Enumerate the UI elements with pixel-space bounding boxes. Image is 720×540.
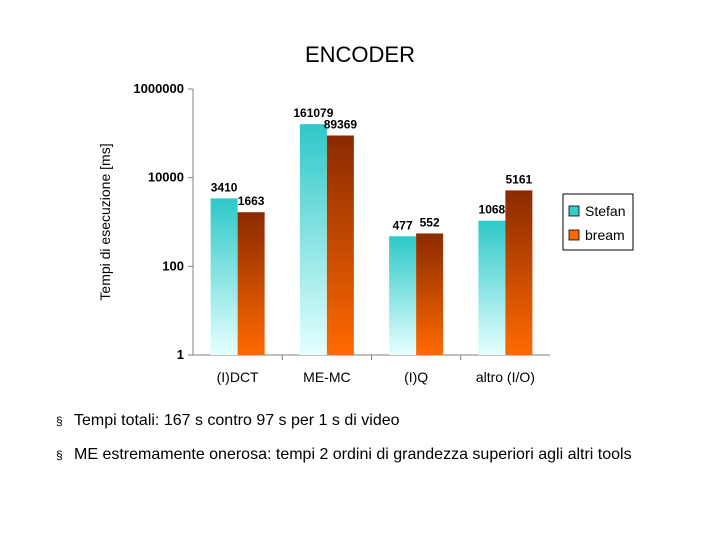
y-tick-label: 1000000: [133, 81, 184, 96]
x-tick-label: altro (I/O): [476, 369, 535, 385]
bar-stefan: [478, 220, 506, 355]
bar-bream: [326, 135, 354, 355]
legend-box: [562, 193, 634, 251]
bar-stefan: [299, 124, 327, 356]
bar-bream: [237, 212, 265, 355]
bullet-item: § ME estremamente onerosa: tempi 2 ordin…: [56, 444, 676, 466]
axes: 1 100 10000 1000000 Tempi di esecuzione [ms]…: [97, 81, 550, 385]
data-label: 552: [420, 215, 440, 229]
bar-bream: [505, 190, 533, 355]
legend-swatch-bream: [568, 229, 580, 241]
bullet-marker: §: [56, 448, 63, 462]
bar-stefan: [210, 198, 238, 355]
data-label: 1068: [479, 203, 506, 217]
x-tick-label: (I)DCT: [217, 369, 259, 385]
data-label: 1663: [238, 194, 265, 208]
y-axis-label: Tempi di esecuzione [ms]: [97, 143, 113, 300]
bullet-item: § Tempi totali: 167 s contro 97 s per 1 …: [56, 410, 676, 432]
legend-label: Stefan: [585, 203, 625, 219]
data-label: 3410: [211, 180, 238, 194]
x-tick-label: (I)Q: [404, 369, 428, 385]
data-label: 89369: [324, 117, 358, 131]
x-tick-label: ME-MC: [303, 369, 350, 385]
data-label: 477: [393, 218, 413, 232]
legend: Stefan bream: [562, 193, 634, 251]
bullet-marker: §: [56, 414, 63, 428]
bar-bream: [416, 233, 444, 355]
y-tick-label: 10000: [148, 170, 184, 185]
legend-label: bream: [585, 227, 625, 243]
bullet-text: ME estremamente onerosa: tempi 2 ordini …: [74, 446, 632, 463]
slide-title: ENCODER: [304, 42, 415, 67]
bar-stefan: [389, 236, 417, 355]
y-tick-label: 1: [177, 347, 184, 362]
bullet-text: Tempi totali: 167 s contro 97 s per 1 s …: [74, 412, 400, 429]
data-label: 161079: [293, 106, 333, 120]
data-label: 5161: [506, 172, 533, 186]
legend-swatch-stefan: [568, 205, 580, 217]
bullet-list: § Tempi totali: 167 s contro 97 s per 1 …: [56, 410, 676, 478]
y-tick-label: 100: [162, 258, 184, 273]
bar-chart: 1 100 10000 1000000 Tempi di esecuzione [ms]…: [97, 81, 634, 385]
